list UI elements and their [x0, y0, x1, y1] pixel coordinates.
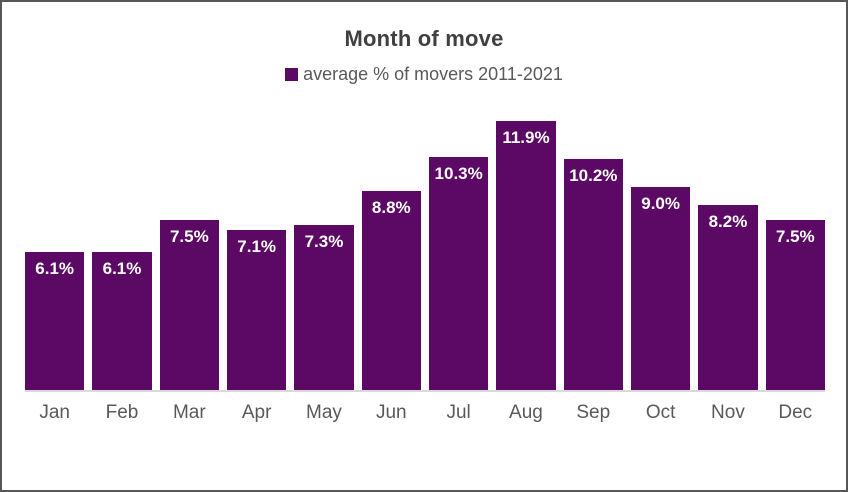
legend-swatch-icon	[285, 67, 299, 81]
x-axis-label: Sep	[576, 402, 611, 423]
bar: 6.1%	[25, 252, 85, 390]
bar: 10.3%	[428, 157, 489, 390]
chart-title: Month of move	[344, 26, 504, 51]
bar-value-label: 6.1%	[102, 259, 142, 278]
bar: 7.5%	[159, 220, 219, 390]
bar: 8.8%	[361, 191, 421, 390]
legend-label: average % of movers 2011-2021	[303, 64, 563, 84]
bar: 9.0%	[630, 187, 691, 390]
x-axis-label: Mar	[172, 402, 206, 423]
bar-value-label: 7.5%	[775, 227, 815, 246]
x-axis: Jan Feb Mar Apr May Jun Jul Aug Sep Oct Nov Dec	[25, 402, 825, 425]
bar-value-label: 10.2%	[569, 166, 618, 185]
x-axis-label: Apr	[241, 402, 272, 423]
bar: 7.1%	[226, 230, 287, 390]
bar-value-label: 9.0%	[641, 194, 680, 213]
x-axis-label: Jun	[375, 402, 407, 423]
bar: 10.2%	[563, 159, 623, 390]
bar: 8.2%	[698, 205, 758, 390]
x-axis-label: Jan	[39, 402, 70, 423]
bar: 7.5%	[765, 220, 825, 390]
bar-value-label: 10.3%	[434, 164, 483, 183]
x-axis-label: Dec	[778, 402, 813, 423]
bar: 7.3%	[294, 225, 354, 390]
bar: 6.1%	[92, 252, 152, 390]
x-axis-label: Feb	[105, 402, 139, 423]
bar-value-label: 11.9%	[502, 128, 550, 147]
bar-value-label: 8.8%	[371, 198, 411, 217]
bar-value-label: 7.1%	[237, 237, 277, 256]
plot-area: 6.1% 6.1% 7.5% 7.1% 7.3% 8.8% 10.3% 11.9% 10.2% 9…	[25, 112, 825, 392]
x-axis-label: Jul	[446, 402, 471, 423]
bar: 11.9%	[496, 121, 556, 390]
bar-value-label: 7.5%	[169, 227, 209, 246]
bar-value-label: 8.2%	[708, 212, 748, 231]
legend: average % of movers 2011-2021	[2, 65, 846, 83]
x-axis-label: May	[306, 402, 342, 423]
x-axis-label: Nov	[711, 402, 745, 423]
x-axis-label: Aug	[509, 402, 543, 423]
x-axis-label: Oct	[645, 402, 676, 423]
bar-value-label: 7.3%	[304, 232, 344, 251]
bar-value-label: 6.1%	[35, 259, 75, 278]
